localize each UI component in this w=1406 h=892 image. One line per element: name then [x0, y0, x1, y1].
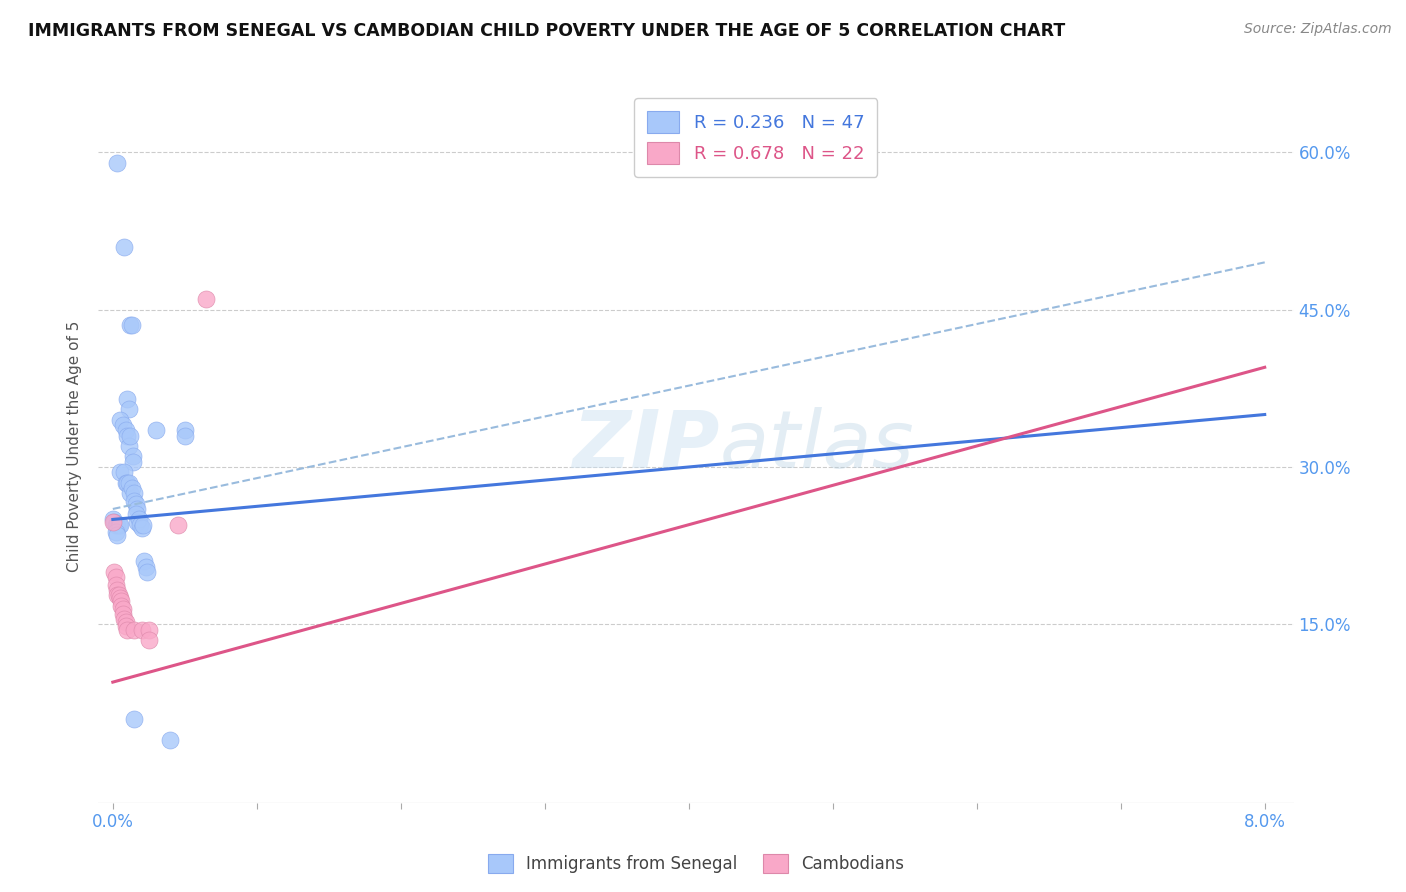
Point: [111, 417, 134, 432]
Point: [138, 623, 160, 637]
Text: Source: ZipAtlas.com: Source: ZipAtlas.com: [1244, 22, 1392, 37]
Point: [118, 402, 141, 417]
Point: [125, 497, 148, 511]
Text: IMMIGRANTS FROM SENEGAL VS CAMBODIAN CHILD POVERTY UNDER THE AGE OF 5 CORRELATIO: IMMIGRANTS FROM SENEGAL VS CAMBODIAN CHI…: [28, 22, 1066, 40]
Point: [105, 155, 128, 169]
Text: atlas: atlas: [720, 407, 915, 485]
Point: [110, 594, 132, 608]
Point: [166, 517, 188, 532]
Point: [104, 524, 127, 539]
Point: [101, 515, 124, 529]
Point: [101, 512, 124, 526]
Point: [124, 486, 146, 500]
Point: [131, 623, 153, 637]
Point: [115, 623, 138, 637]
Point: [131, 521, 153, 535]
Point: [121, 481, 143, 495]
Point: [122, 450, 145, 464]
Point: [107, 588, 129, 602]
Point: [120, 318, 142, 333]
Point: [114, 615, 136, 630]
Point: [122, 455, 145, 469]
Point: [104, 517, 127, 532]
Point: [108, 413, 131, 427]
Point: [111, 601, 134, 615]
Point: [115, 428, 138, 442]
Point: [118, 439, 141, 453]
Point: [138, 633, 160, 648]
Legend: Immigrants from Senegal, Cambodians: Immigrants from Senegal, Cambodians: [481, 847, 911, 880]
Point: [195, 292, 218, 306]
Point: [118, 475, 141, 490]
Point: [124, 623, 146, 637]
Point: [107, 517, 129, 532]
Point: [114, 619, 136, 633]
Point: [135, 559, 157, 574]
Point: [114, 423, 136, 437]
Point: [145, 423, 167, 437]
Point: [114, 475, 136, 490]
Point: [105, 517, 128, 532]
Point: [105, 582, 128, 597]
Point: [124, 712, 146, 726]
Point: [159, 732, 181, 747]
Point: [124, 493, 146, 508]
Point: [103, 565, 125, 579]
Point: [105, 528, 128, 542]
Point: [112, 239, 135, 253]
Point: [132, 517, 155, 532]
Point: [115, 475, 138, 490]
Point: [129, 517, 152, 532]
Point: [108, 465, 131, 479]
Point: [110, 599, 132, 613]
Point: [112, 612, 135, 626]
Point: [121, 318, 143, 333]
Point: [134, 554, 156, 568]
Point: [128, 512, 150, 526]
Point: [104, 577, 127, 591]
Point: [108, 517, 131, 532]
Point: [105, 588, 128, 602]
Y-axis label: Child Poverty Under the Age of 5: Child Poverty Under the Age of 5: [67, 320, 83, 572]
Point: [136, 565, 159, 579]
Point: [127, 502, 149, 516]
Point: [125, 507, 148, 521]
Point: [108, 591, 131, 606]
Point: [120, 428, 142, 442]
Point: [111, 607, 134, 621]
Text: ZIP: ZIP: [572, 407, 720, 485]
Point: [120, 486, 142, 500]
Point: [112, 465, 135, 479]
Point: [127, 515, 149, 529]
Point: [173, 423, 195, 437]
Point: [104, 570, 127, 584]
Point: [173, 428, 195, 442]
Point: [115, 392, 138, 406]
Point: [103, 515, 125, 529]
